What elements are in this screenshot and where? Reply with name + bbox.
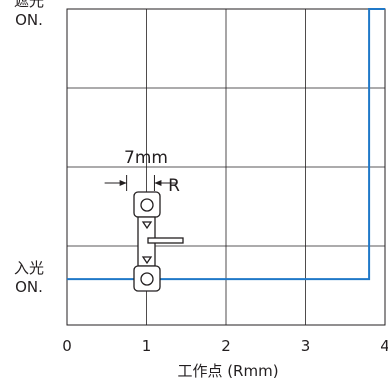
x-tick-label: 0 xyxy=(62,337,72,355)
x-axis-ticks: 0 1 2 3 4 xyxy=(62,337,388,355)
sensor-icon xyxy=(133,191,184,292)
sensor-lens-top xyxy=(140,198,154,212)
series-layer xyxy=(67,8,385,281)
arrow-left-icon xyxy=(154,180,162,186)
x-axis-label: 工作点 (Rmm) xyxy=(177,362,278,380)
y-state-label: 遮光 xyxy=(14,0,44,10)
series-line xyxy=(67,8,385,281)
x-tick-label: 2 xyxy=(221,337,231,355)
y-state-label: ON. xyxy=(15,278,43,296)
grid xyxy=(66,8,386,326)
sensor-annotation: 7mm R xyxy=(104,148,184,292)
dimension-label: 7mm xyxy=(124,148,168,168)
arrow-right-icon xyxy=(119,180,127,186)
y-state-label: ON. xyxy=(15,11,43,29)
x-tick-label: 3 xyxy=(301,337,311,355)
x-tick-label: 1 xyxy=(142,337,152,355)
direction-label: R xyxy=(168,176,180,196)
sensor-lens-bottom xyxy=(140,272,154,286)
y-state-label: 入光 xyxy=(14,259,44,277)
arrow-down-icon xyxy=(141,221,153,230)
arrow-down-icon xyxy=(141,256,153,265)
dimension-arrows xyxy=(104,175,177,191)
shutter-plate xyxy=(147,237,184,244)
x-tick-label: 4 xyxy=(380,337,388,355)
